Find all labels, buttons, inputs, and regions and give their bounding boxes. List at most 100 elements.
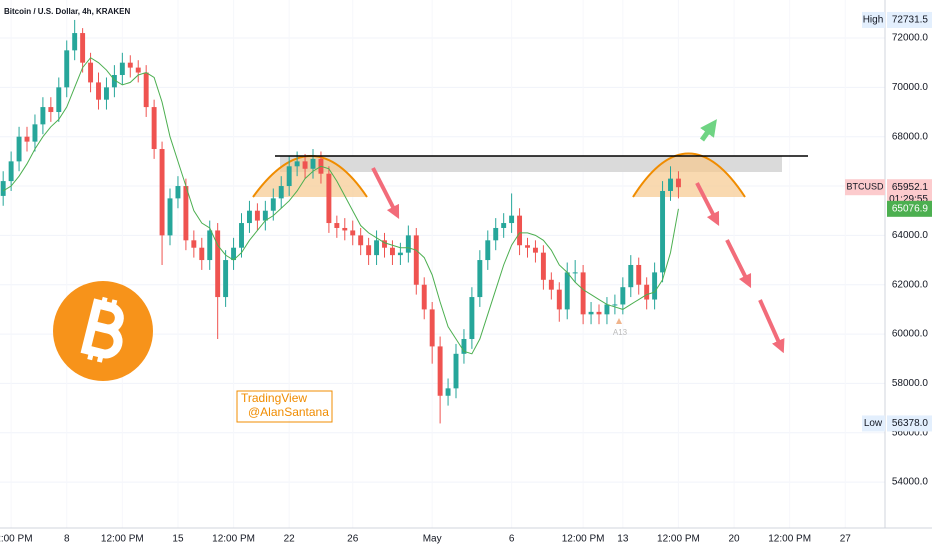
candle-body <box>604 304 610 315</box>
candle-body <box>231 247 237 261</box>
x-tick-label: 12:00 PM <box>657 534 700 545</box>
candle-body <box>342 227 348 231</box>
x-tick-label: May <box>423 534 442 545</box>
candle-body <box>366 245 372 256</box>
candle-body <box>96 82 101 100</box>
candle-body <box>350 230 356 236</box>
candle-body <box>397 252 403 256</box>
candle-body <box>532 247 538 253</box>
candle-body <box>596 311 602 315</box>
candle-body <box>135 67 141 73</box>
candle-body <box>183 186 189 241</box>
price-tag-bg <box>887 11 932 28</box>
candle-body <box>461 339 467 354</box>
candle-body <box>40 107 46 125</box>
candle-body <box>525 245 530 248</box>
x-tick-label: 12:00 PM <box>768 534 811 545</box>
candle-body <box>215 230 221 298</box>
candle-body <box>660 190 666 273</box>
ma-price: 65076.9 <box>892 203 929 214</box>
candle-body <box>612 304 618 306</box>
y-tick-label: 72000.0 <box>892 33 929 44</box>
x-tick-label: 12:00 PM <box>562 534 605 545</box>
candle-body <box>374 240 380 256</box>
candle-body <box>429 309 435 347</box>
candle-body <box>254 210 260 221</box>
price-tag-value: 72731.5 <box>892 15 929 26</box>
bitcoin-logo <box>53 281 153 381</box>
y-tick-label: 70000.0 <box>892 82 929 93</box>
y-tick-label: 60000.0 <box>892 329 929 340</box>
candle-body <box>88 62 94 83</box>
candle-body <box>564 272 570 310</box>
top-arc <box>632 152 746 198</box>
y-tick-label: 62000.0 <box>892 279 929 290</box>
candle-body <box>0 181 6 196</box>
candle-body <box>668 178 673 191</box>
candle-body <box>675 178 681 188</box>
candle-body <box>453 353 459 389</box>
candle-body <box>413 235 419 285</box>
candle-body <box>167 198 173 236</box>
symbol-bg <box>845 179 885 196</box>
candle-body <box>24 136 30 142</box>
candle-body <box>437 346 443 396</box>
candle-body <box>509 215 515 224</box>
candle-body <box>469 297 475 340</box>
candle-body <box>8 161 14 182</box>
candle-body <box>644 284 650 300</box>
candle-body <box>103 87 109 100</box>
x-tick-label: 8 <box>64 534 70 545</box>
candle-body <box>389 247 395 256</box>
candle-body <box>151 107 157 150</box>
watermark: @AlanSantana <box>248 405 329 419</box>
candle-body <box>223 260 229 298</box>
candle-body <box>501 223 507 228</box>
candle-body <box>572 272 578 274</box>
candle-body <box>485 240 491 261</box>
y-tick-label: 56000.0 <box>892 427 929 438</box>
candle-body <box>636 264 642 285</box>
y-tick-label: 68000.0 <box>892 131 929 142</box>
candle-body <box>239 223 244 248</box>
x-tick-label: 20 <box>728 534 740 545</box>
y-tick-label: 54000.0 <box>892 477 929 488</box>
chart-title: Bitcoin / U.S. Dollar, 4h, KRAKEN <box>4 7 130 16</box>
price-tag-name-bg <box>862 415 885 432</box>
moving-average <box>2 57 679 355</box>
candle-body <box>207 230 213 261</box>
candle-body <box>80 33 86 63</box>
price-tag-name: High <box>863 15 884 26</box>
candle-body <box>32 124 38 142</box>
candle-body <box>382 240 387 248</box>
candle-body <box>445 388 451 396</box>
candle-body <box>119 62 125 76</box>
x-tick-label: 6 <box>509 534 515 545</box>
candle-body <box>517 215 523 246</box>
watermark-box <box>236 390 333 423</box>
price-tag-name-bg <box>862 11 885 28</box>
candle-body <box>556 289 562 310</box>
countdown: 01:29:55 <box>889 194 928 205</box>
candle-body <box>64 50 70 88</box>
x-tick-label: 12:00 PM <box>101 534 144 545</box>
candle-body <box>270 198 276 211</box>
candle-body <box>580 272 586 315</box>
candle-body <box>191 240 197 248</box>
x-tick-label: 13 <box>617 534 629 545</box>
candle-body <box>294 161 300 167</box>
x-tick-label: 26 <box>347 534 359 545</box>
candle-body <box>628 264 634 288</box>
price-tag-bg <box>887 415 932 432</box>
last-price: 65952.1 <box>892 182 929 193</box>
candle-body <box>421 284 427 310</box>
candle-body <box>302 161 308 169</box>
candle-body <box>477 260 483 298</box>
y-tick-label: 64000.0 <box>892 230 929 241</box>
candle-body <box>620 287 626 305</box>
x-tick-label: 12:00 PM <box>212 534 255 545</box>
candle-body <box>405 235 411 253</box>
candle-body <box>326 173 332 224</box>
candle-body <box>588 311 594 315</box>
